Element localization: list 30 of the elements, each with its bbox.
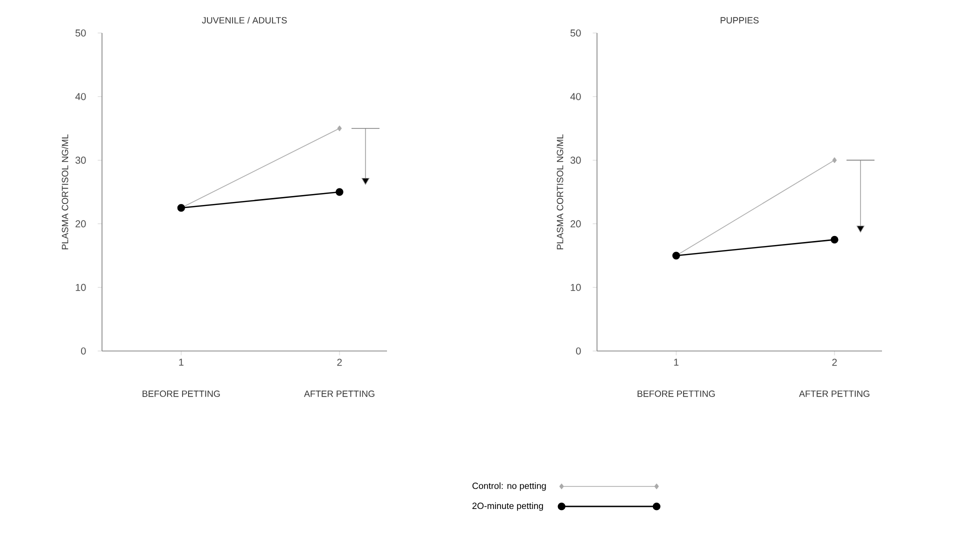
point [830,236,838,244]
legend-label: 2O-minute petting [472,502,543,511]
y-tick-label: 0 [576,347,581,355]
y-tick-label: 40 [570,93,581,100]
y-tick-label: 30 [570,156,581,164]
chart-title: PUPPIES [720,17,759,24]
y-tick-label: 10 [570,284,581,291]
y-tick-label: 50 [570,29,581,37]
x-tick-label: 1 [674,358,678,366]
text: AFTER PETTING [799,390,870,397]
y-tick-label: 0 [81,347,86,355]
text: AFTER PETTING [304,390,374,397]
y-tick-label: 50 [75,29,86,37]
x-tick-label: 2 [337,358,342,366]
point [832,157,837,164]
y-tick-label: 20 [76,220,86,228]
text: BEFORE PETTING [142,390,220,397]
y-tick-label: 30 [75,156,86,164]
chart-title: JUVENILE / ADULTS [202,16,287,24]
y-tick-label: 10 [76,284,86,291]
y-axis-title: PLASMA CORTISOL NG/ML [556,134,564,250]
y-axis-title: PLASMA CORTISOL NG/ML [62,134,68,250]
y-tick-label: 20 [570,220,581,228]
text: BEFORE PETTING [638,390,715,397]
y-tick-label: 40 [75,93,86,100]
legend-label: Control: no petting [472,482,546,491]
x-tick-label: 1 [179,358,184,366]
point [336,188,344,196]
x-tick-label: 2 [832,358,837,366]
point [337,126,342,132]
